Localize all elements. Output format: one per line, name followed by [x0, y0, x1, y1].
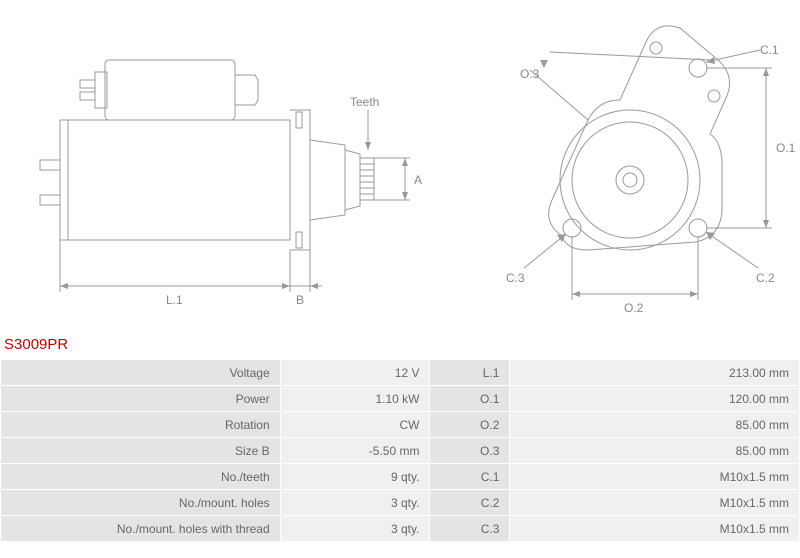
spec-label: O.3 — [430, 438, 510, 464]
spec-value: 85.00 mm — [510, 438, 800, 464]
spec-value: 3 qty. — [280, 490, 430, 516]
table-row: Power1.10 kWO.1120.00 mm — [1, 386, 800, 412]
label-c1: C.1 — [760, 43, 779, 57]
spec-label: O.1 — [430, 386, 510, 412]
label-o3: O.3 — [520, 67, 540, 81]
spec-label: O.2 — [430, 412, 510, 438]
spec-value: 9 qty. — [280, 464, 430, 490]
table-row: Size B-5.50 mmO.385.00 mm — [1, 438, 800, 464]
label-b: B — [296, 293, 304, 307]
table-row: RotationCWO.285.00 mm — [1, 412, 800, 438]
spec-table: Voltage12 VL.1213.00 mmPower1.10 kWO.112… — [0, 359, 800, 542]
spec-value: CW — [280, 412, 430, 438]
label-l1: L.1 — [166, 293, 183, 307]
spec-label: C.1 — [430, 464, 510, 490]
technical-drawing: Teeth A B L.1 — [0, 0, 800, 330]
spec-label: Rotation — [1, 412, 281, 438]
label-c3: C.3 — [506, 271, 525, 285]
spec-value: 85.00 mm — [510, 412, 800, 438]
table-row: No./teeth9 qty.C.1M10x1.5 mm — [1, 464, 800, 490]
label-o1: O.1 — [776, 141, 796, 155]
spec-label: No./mount. holes — [1, 490, 281, 516]
label-o2: O.2 — [624, 301, 644, 315]
spec-label: Size B — [1, 438, 281, 464]
label-a: A — [414, 173, 422, 187]
spec-label: No./mount. holes with thread — [1, 516, 281, 542]
spec-label: Voltage — [1, 360, 281, 386]
spec-value: 12 V — [280, 360, 430, 386]
spec-value: 120.00 mm — [510, 386, 800, 412]
spec-value: -5.50 mm — [280, 438, 430, 464]
spec-value: 1.10 kW — [280, 386, 430, 412]
spec-label: C.3 — [430, 516, 510, 542]
spec-label: L.1 — [430, 360, 510, 386]
part-number: S3009PR — [0, 330, 800, 359]
label-c2: C.2 — [756, 271, 775, 285]
spec-value: M10x1.5 mm — [510, 516, 800, 542]
spec-value: 3 qty. — [280, 516, 430, 542]
table-row: No./mount. holes with thread3 qty.C.3M10… — [1, 516, 800, 542]
spec-value: M10x1.5 mm — [510, 490, 800, 516]
spec-label: C.2 — [430, 490, 510, 516]
table-row: Voltage12 VL.1213.00 mm — [1, 360, 800, 386]
label-teeth: Teeth — [350, 95, 379, 109]
spec-label: Power — [1, 386, 281, 412]
spec-value: 213.00 mm — [510, 360, 800, 386]
spec-label: No./teeth — [1, 464, 281, 490]
spec-value: M10x1.5 mm — [510, 464, 800, 490]
table-row: No./mount. holes3 qty.C.2M10x1.5 mm — [1, 490, 800, 516]
